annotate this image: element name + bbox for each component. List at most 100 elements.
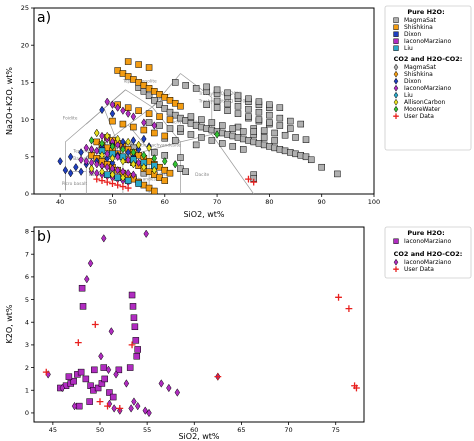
data-point-iaconomarziano [125,168,131,178]
data-point-magmasat [166,125,174,132]
series-user-data-plus [93,175,258,192]
data-point-dixon [78,167,84,176]
legend-label-iaconomarziano: IaconoMarziano [404,238,452,245]
x-tick-label: 60 [190,426,198,434]
data-point-iaconomarziano [158,379,164,388]
legend-marker-shishkina [393,24,399,30]
panel-a-x-axis-label: SiO2, wt% [183,210,224,219]
data-point-magmasat [171,137,179,144]
x-tick-label: 60 [161,198,169,206]
data-point-iaconomarziano [132,337,140,344]
legend-marker-magmasat [393,17,399,23]
data-point-iaconomarziano [120,106,126,115]
data-point-iaconomarziano [83,143,90,153]
data-point-dixon [67,152,74,162]
legend-marker-moorewater [393,105,399,113]
data-point-iaconomarziano [143,229,149,239]
data-point-dixon [141,134,147,144]
data-point-magmasat [213,104,221,111]
data-point-iaconomarziano [82,375,90,383]
y-tick-label: 20 [21,41,29,49]
y-tick-label: 1 [25,386,29,394]
data-point-shishkina [130,123,137,131]
data-point-iaconomarziano [142,406,148,415]
tas-field-label: Basaltic trachyandesite [129,142,181,148]
data-point-dixon [109,109,116,118]
x-tick-label: 75 [332,426,340,434]
data-point-magmasat [171,79,179,86]
data-point-iaconomarziano [146,408,152,418]
legend-label-dixon: Dixon [404,31,421,38]
legend-label-liu: Liu [404,45,413,52]
data-point-moorewater [141,151,147,160]
legend-marker-magmasat [393,63,399,71]
data-point-iaconomarziano [109,393,117,401]
data-point-iaconomarziano [77,368,85,376]
data-point-magmasat [229,143,237,150]
data-point-user-data [250,178,258,186]
data-point-iaconomarziano [134,346,141,353]
data-point-iaconomarziano [131,323,139,331]
legend-marker-dixon [393,77,399,85]
legend-marker-liu [393,45,399,51]
data-point-shishkina [140,126,148,134]
data-point-iaconomarziano [111,404,117,413]
panel-b-data-points [42,229,360,418]
legend-a-mixed-header: CO2 and H2O-CO2: [394,55,463,63]
data-point-liu [103,171,111,178]
data-point-iaconomarziano [71,401,78,411]
data-point-user-data [109,180,116,187]
legend-label-iaconomarziano: IaconoMarziano [404,259,452,266]
data-point-magmasat [187,131,195,138]
data-point-magmasat [239,146,247,153]
data-point-shishkina [156,113,163,120]
data-point-shishkina [135,107,142,114]
y-tick-label: 4 [25,318,29,326]
data-point-user-data [104,402,111,410]
data-point-iaconomarziano [174,388,181,397]
legend-label-dixon: Dixon [404,78,421,85]
y-tick-label: 5 [25,296,29,304]
data-point-iaconomarziano [104,97,110,106]
x-tick-label: 50 [108,198,116,206]
data-point-dixon [57,157,63,166]
data-point-magmasat [266,119,273,126]
data-point-iaconomarziano [113,370,119,379]
tas-boundary-line [211,134,254,194]
data-point-magmasat [234,102,242,110]
data-point-iaconomarziano [135,401,141,411]
data-point-iaconomarziano [128,291,136,299]
y-tick-label: 0 [25,409,29,417]
data-point-iaconomarziano [83,157,90,166]
data-point-liu [124,177,132,184]
data-point-magmasat [271,137,278,144]
data-point-shishkina [109,117,116,125]
data-point-allisoncarbon [109,170,116,179]
x-tick-label: 40 [56,198,64,206]
data-point-iaconomarziano [106,389,113,396]
data-point-magmasat [208,119,216,126]
data-point-allisoncarbon [94,128,100,138]
legend-label-shishkina: Shishkina [404,24,433,31]
data-point-shishkina [145,64,153,71]
data-point-iaconomarziano [130,314,138,321]
data-point-magmasat [182,168,189,175]
data-point-iaconomarziano [88,145,95,154]
panel-a-x-ticks: 40 50 60 70 80 90 100 [56,194,380,206]
panel-a-y-ticks: 0 5 10 15 20 25 [21,4,34,198]
data-point-magmasat [182,82,189,89]
x-tick-label: 55 [143,426,151,434]
data-point-magmasat [213,86,221,94]
legend-b-mixed-header: CO2 and H2O-CO2: [394,250,463,258]
legend-label-liu: Liu [404,92,413,99]
legend-b-pure-header: Pure H2O: [407,229,444,237]
data-point-iaconomarziano [125,109,131,118]
data-point-magmasat [287,125,294,132]
data-point-magmasat [192,141,200,149]
y-tick-label: 10 [21,116,29,124]
data-point-liu [114,174,121,181]
data-point-user-data [214,373,222,381]
data-point-allisoncarbon [104,131,110,141]
